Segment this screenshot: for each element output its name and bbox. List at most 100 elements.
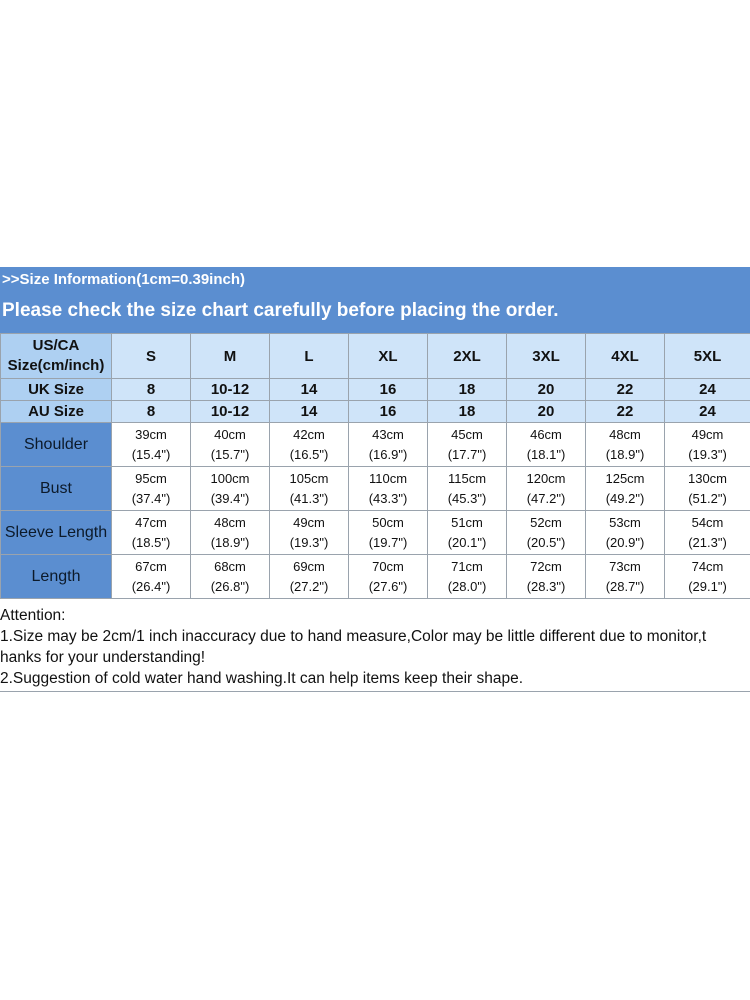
au-size-cell: 10-12	[190, 400, 270, 423]
inch-value: (19.7")	[368, 534, 408, 550]
inch-value: (28.3")	[526, 578, 566, 594]
cm-value: 70cm	[372, 558, 404, 574]
au-size-cell: 24	[664, 400, 750, 423]
inch-value: (41.3")	[289, 490, 329, 506]
au-size-cell: 22	[585, 400, 665, 423]
cm-value: 51cm	[451, 514, 483, 530]
measurement-cell: 48cm (18.9")	[585, 422, 665, 467]
inch-value: (20.5")	[526, 534, 566, 550]
uk-size-cell: 8	[111, 378, 191, 401]
cm-value: 100cm	[210, 470, 250, 486]
cm-value: 48cm	[214, 514, 246, 530]
inch-value: (18.1")	[526, 446, 566, 462]
cm-value: 43cm	[372, 426, 404, 442]
measurement-cell: 74cm (29.1")	[664, 554, 750, 599]
cm-value: 67cm	[135, 558, 167, 574]
inch-value: (19.3")	[289, 534, 329, 550]
note-line-2: 2.Suggestion of cold water hand washing.…	[0, 670, 524, 687]
inch-value: (51.2")	[688, 490, 727, 506]
au-size-cell: 16	[348, 400, 428, 423]
measurement-label: Length	[0, 554, 112, 599]
measurement-cell: 39cm (15.4")	[111, 422, 191, 467]
inch-value: (27.6")	[368, 578, 408, 594]
inch-value: (21.3")	[688, 534, 727, 550]
inch-value: (43.3")	[368, 490, 408, 506]
cm-value: 68cm	[214, 558, 246, 574]
measurement-cell: 71cm (28.0")	[427, 554, 507, 599]
inch-value: (39.4")	[210, 490, 250, 506]
cm-value: 50cm	[372, 514, 404, 530]
inch-value: (18.9")	[605, 446, 645, 462]
uk-size-cell: 14	[269, 378, 349, 401]
measurement-cell: 115cm (45.3")	[427, 466, 507, 511]
size-info-header: >>Size Information(1cm=0.39inch) Please …	[0, 267, 750, 333]
measurement-cell: 95cm (37.4")	[111, 466, 191, 511]
cm-value: 110cm	[368, 470, 408, 486]
measurement-label: Shoulder	[0, 422, 112, 467]
inch-value: (18.5")	[131, 534, 171, 550]
size-m: M	[190, 333, 270, 379]
cm-value: 48cm	[609, 426, 641, 442]
size-4xl: 4XL	[585, 333, 665, 379]
cm-value: 69cm	[293, 558, 325, 574]
table-row: Shoulder 39cm (15.4") 40cm (15.7") 42cm (16.5"…	[0, 422, 750, 467]
measurement-cell: 110cm (43.3")	[348, 466, 428, 511]
table-header-row: US/CA Size(cm/inch) S M L XL 2XL 3XL 4XL 5XL	[0, 333, 750, 379]
cm-value: 125cm	[605, 470, 645, 486]
measurement-cell: 100cm (39.4")	[190, 466, 270, 511]
size-s: S	[111, 333, 191, 379]
size-3xl: 3XL	[506, 333, 586, 379]
cm-value: 74cm	[691, 558, 724, 574]
measurement-cell: 70cm (27.6")	[348, 554, 428, 599]
inch-value: (15.4")	[131, 446, 171, 462]
attention-notes: Attention: 1.Size may be 2cm/1 inch inac…	[0, 605, 750, 692]
cm-value: 130cm	[687, 470, 728, 486]
uk-size-cell: 18	[427, 378, 507, 401]
measurement-cell: 50cm (19.7")	[348, 510, 428, 555]
inch-value: (16.5")	[289, 446, 329, 462]
cm-value: 42cm	[293, 426, 325, 442]
inch-value: (37.4")	[131, 490, 171, 506]
inch-value: (45.3")	[447, 490, 487, 506]
size-l: L	[269, 333, 349, 379]
measurement-cell: 45cm (17.7")	[427, 422, 507, 467]
cm-value: 71cm	[451, 558, 483, 574]
cm-value: 49cm	[691, 426, 724, 442]
inch-value: (20.9")	[605, 534, 645, 550]
cm-value: 54cm	[691, 514, 724, 530]
table-row: Sleeve Length 47cm (18.5") 48cm (18.9") 49cm (…	[0, 510, 750, 555]
inch-value: (15.7")	[210, 446, 250, 462]
au-size-label: AU Size	[0, 400, 112, 423]
uk-size-cell: 20	[506, 378, 586, 401]
au-size-cell: 20	[506, 400, 586, 423]
inch-value: (17.7")	[447, 446, 487, 462]
inch-value: (27.2")	[289, 578, 329, 594]
measurement-cell: 49cm (19.3")	[269, 510, 349, 555]
size-info-title: >>Size Information(1cm=0.39inch)	[2, 271, 245, 288]
au-size-cell: 8	[111, 400, 191, 423]
order-notice: Please check the size chart carefully be…	[2, 300, 559, 321]
measurement-label: Sleeve Length	[0, 510, 112, 555]
cm-value: 115cm	[447, 470, 487, 486]
cm-value: 53cm	[609, 514, 641, 530]
inch-value: (47.2")	[526, 490, 566, 506]
au-size-row: AU Size 8 10-12 14 16 18 20 22 24	[0, 400, 750, 423]
measurement-cell: 42cm (16.5")	[269, 422, 349, 467]
us-size-label: US/CA Size(cm/inch)	[0, 333, 112, 379]
measurement-cell: 68cm (26.8")	[190, 554, 270, 599]
attention-title: Attention:	[0, 607, 66, 624]
size-chart: >>Size Information(1cm=0.39inch) Please …	[0, 267, 750, 692]
measurement-label: Bust	[0, 466, 112, 511]
measurement-cell: 52cm (20.5")	[506, 510, 586, 555]
cm-value: 45cm	[451, 426, 483, 442]
measurement-cell: 54cm (21.3")	[664, 510, 750, 555]
cm-value: 73cm	[609, 558, 641, 574]
measurement-cell: 40cm (15.7")	[190, 422, 270, 467]
uk-size-cell: 24	[664, 378, 750, 401]
measurement-cell: 51cm (20.1")	[427, 510, 507, 555]
inch-value: (26.8")	[210, 578, 250, 594]
measurement-cell: 73cm (28.7")	[585, 554, 665, 599]
inch-value: (16.9")	[368, 446, 408, 462]
note-line-1a: 1.Size may be 2cm/1 inch inaccuracy due …	[0, 628, 707, 645]
inch-value: (18.9")	[210, 534, 250, 550]
